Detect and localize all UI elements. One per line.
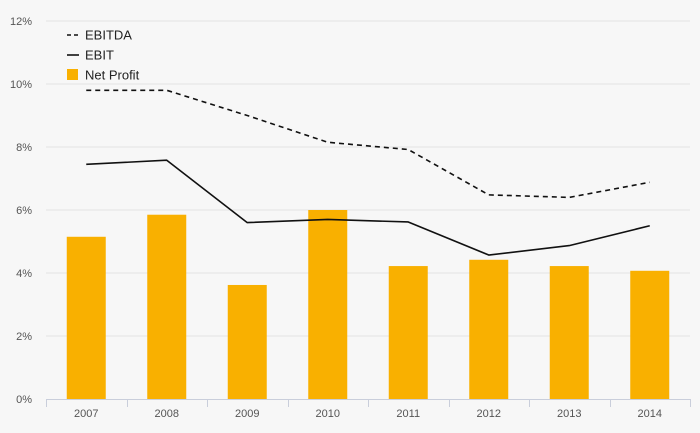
bar-net-profit [549,266,589,399]
y-tick-label: 0% [16,394,32,406]
x-tick-label: 2008 [155,408,179,420]
x-tick-label: 2010 [316,408,340,420]
legend-label-net-profit: Net Profit [85,68,140,83]
y-tick-label: 2% [16,331,32,343]
bar-net-profit [227,284,267,399]
x-tick-label: 2011 [396,408,420,420]
legend: EBITDA EBIT Net Profit [67,28,140,83]
series-line-ebit [86,159,650,256]
y-tick-label: 4% [16,268,32,280]
bar-net-profit [469,259,509,399]
y-tick-label: 10% [10,79,32,91]
axes-layer: 0% 2% 4% 6% 8% 10% 12% 2007 2008 2009 2010 2011 2012… [10,16,691,420]
x-tick-label: 2009 [235,408,259,420]
bars-layer [66,210,670,399]
legend-label-ebitda: EBITDA [85,28,132,43]
x-tick-label: 2007 [74,408,98,420]
x-tick-label: 2014 [638,408,662,420]
bar-net-profit [630,270,670,399]
bar-net-profit [308,210,348,399]
y-tick-label: 12% [10,16,32,28]
bar-net-profit [66,236,106,399]
y-tick-label: 8% [16,142,32,154]
bar-net-profit [147,214,187,399]
y-tick-label: 6% [16,205,32,217]
legend-label-ebit: EBIT [85,48,114,63]
lines-layer [86,89,650,256]
x-tick-label: 2013 [557,408,581,420]
bar-net-profit [388,266,428,399]
x-tick-label: 2012 [477,408,501,420]
legend-marker-net-profit [67,69,78,80]
series-line-ebitda [86,89,650,199]
